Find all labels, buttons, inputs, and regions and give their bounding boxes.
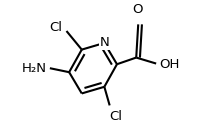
Text: H₂N: H₂N (22, 62, 47, 75)
Text: Cl: Cl (109, 110, 122, 123)
Text: N: N (100, 36, 109, 49)
Text: O: O (132, 3, 143, 16)
Text: Cl: Cl (49, 21, 62, 33)
Text: OH: OH (159, 58, 180, 71)
